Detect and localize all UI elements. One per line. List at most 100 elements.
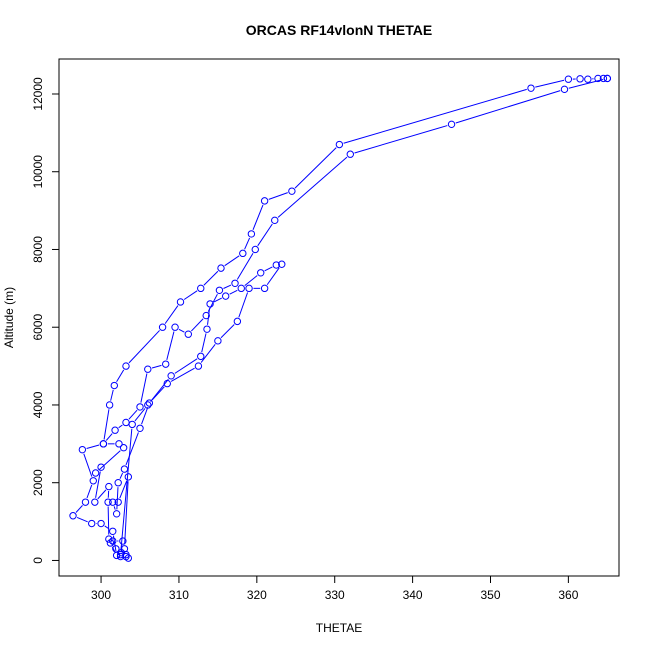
series-segment	[105, 433, 113, 441]
data-point	[122, 418, 130, 427]
x-tick-label: 300	[91, 588, 111, 602]
data-point	[110, 381, 118, 390]
data-point	[197, 284, 205, 293]
series-segment	[83, 453, 93, 477]
data-point	[136, 424, 144, 432]
data-point	[78, 445, 87, 454]
series-segment	[111, 542, 114, 546]
data-point	[88, 519, 96, 528]
series-segment	[98, 450, 121, 471]
series-segment	[229, 289, 238, 295]
data-point	[346, 150, 354, 158]
series-segment	[200, 344, 216, 363]
series-segment	[213, 297, 222, 303]
data-point	[109, 498, 117, 506]
data-point	[215, 286, 224, 294]
data-point	[105, 401, 114, 409]
data-point	[447, 120, 456, 129]
series-segment	[266, 267, 280, 286]
series-segment	[125, 432, 139, 466]
data-point	[603, 74, 612, 83]
series-segment	[277, 156, 348, 218]
data-point	[114, 479, 122, 487]
data-point	[136, 403, 144, 411]
data-point	[97, 519, 105, 528]
data-point	[206, 300, 214, 308]
data-point	[237, 284, 245, 293]
data-point	[112, 510, 121, 518]
data-point	[197, 352, 205, 361]
data-point	[109, 527, 117, 535]
series-segment	[107, 506, 110, 535]
series-segment	[116, 487, 119, 510]
series-segment	[128, 409, 138, 420]
data-point	[89, 477, 97, 485]
data-point	[105, 535, 113, 543]
series-segment	[164, 305, 179, 324]
series-segment	[201, 333, 207, 353]
data-point	[158, 323, 167, 331]
series-segment	[124, 481, 129, 545]
plot-frame	[58, 58, 620, 577]
series-segment	[252, 204, 264, 231]
plot-series	[69, 74, 612, 562]
data-point	[111, 426, 119, 434]
y-tick-label: 6000	[31, 314, 45, 341]
y-tick-label: 0	[31, 557, 45, 564]
data-point	[91, 469, 100, 477]
series-segment	[354, 125, 448, 154]
series-segment	[294, 147, 337, 189]
series-segment	[86, 484, 93, 499]
data-point	[167, 372, 175, 380]
series-segment	[220, 324, 235, 339]
series-segment	[257, 223, 273, 247]
x-axis-label: THETAE	[316, 621, 362, 635]
data-point	[115, 440, 123, 448]
data-point	[105, 482, 113, 491]
data-point	[112, 545, 120, 553]
series-segment	[120, 428, 133, 551]
data-point	[335, 140, 344, 149]
y-axis: 0 2000 4000 6000 8000 10000 12000	[31, 77, 60, 564]
data-point	[171, 323, 179, 331]
data-point	[120, 465, 129, 473]
data-point	[184, 330, 192, 338]
series-segment	[170, 367, 195, 382]
series-segment	[110, 389, 114, 401]
data-point	[560, 85, 569, 94]
series-segment	[118, 424, 123, 429]
series-segment	[86, 444, 100, 449]
series-segment	[224, 255, 240, 267]
data-point	[128, 420, 136, 429]
data-point	[221, 292, 230, 300]
x-axis: 300 310 320 330 340 350 360	[91, 575, 579, 602]
y-tick-label: 2000	[31, 469, 45, 496]
data-point	[260, 197, 269, 205]
series-segment	[166, 331, 175, 361]
series-segment	[236, 252, 254, 280]
x-tick-label: 340	[403, 588, 423, 602]
series-segment	[151, 364, 162, 369]
data-point	[564, 75, 573, 83]
data-point	[145, 399, 154, 407]
data-point	[247, 230, 256, 238]
y-tick-label: 8000	[31, 236, 45, 263]
series-segment	[207, 308, 211, 325]
data-point	[91, 498, 99, 506]
data-point	[599, 74, 608, 83]
series-segment	[244, 237, 251, 250]
data-point	[576, 75, 584, 83]
data-point	[272, 261, 281, 269]
series-segment	[178, 328, 185, 333]
series-segment	[76, 516, 88, 523]
series-segment	[97, 489, 107, 500]
series-segment	[140, 373, 148, 403]
data-point	[176, 298, 185, 306]
data-point	[104, 498, 112, 506]
data-point	[202, 311, 210, 320]
data-point	[124, 473, 133, 481]
data-point	[119, 444, 128, 452]
data-point	[81, 498, 90, 506]
series-1	[69, 74, 612, 562]
